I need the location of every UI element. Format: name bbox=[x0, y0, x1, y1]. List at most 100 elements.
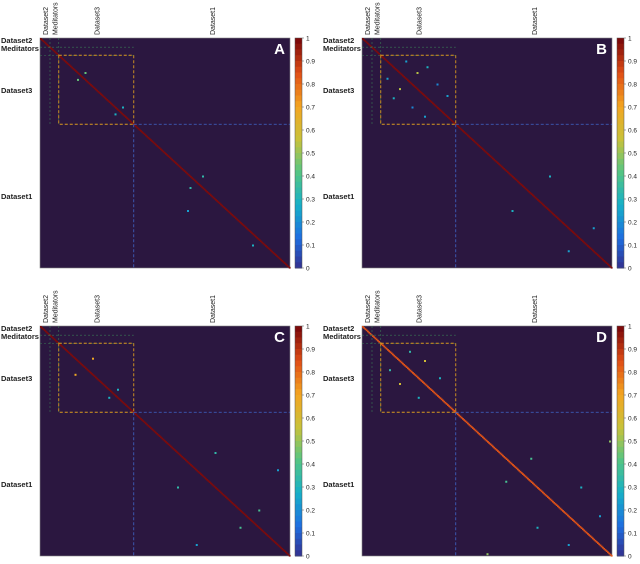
row-label: Meditators bbox=[1, 332, 39, 341]
colorbar-segment bbox=[617, 377, 624, 384]
diagonal-cell bbox=[418, 377, 421, 380]
colorbar-segment bbox=[617, 550, 624, 557]
offdiagonal-cell bbox=[409, 350, 411, 353]
diagonal-cell bbox=[459, 127, 462, 130]
diagonal-cell bbox=[93, 375, 96, 378]
diagonal-cell bbox=[485, 151, 488, 154]
diagonal-cell bbox=[157, 146, 160, 148]
colorbar-tick-label: 0.9 bbox=[628, 347, 637, 354]
diagonal-cell bbox=[399, 72, 402, 75]
diagonal-cell bbox=[117, 109, 120, 112]
colorbar-segment bbox=[617, 84, 624, 91]
diagonal-cell bbox=[502, 454, 504, 457]
diagonal-cell bbox=[190, 464, 192, 466]
diagonal-cell bbox=[573, 232, 576, 235]
diagonal-cell bbox=[258, 527, 261, 529]
diagonal-cell bbox=[429, 100, 432, 102]
colorbar-segment bbox=[617, 153, 624, 160]
diagonal-cell bbox=[251, 520, 254, 523]
diagonal-cell bbox=[517, 180, 519, 183]
colorbar-segment bbox=[617, 38, 624, 45]
offdiagonal-cell bbox=[436, 83, 439, 86]
diagonal-cell bbox=[383, 345, 386, 348]
diagonal-cell bbox=[519, 470, 522, 473]
colorbar-tick-label: 0.6 bbox=[628, 128, 637, 135]
diagonal-cell bbox=[534, 196, 537, 199]
diagonal-cell bbox=[176, 451, 179, 454]
diagonal-cell bbox=[245, 226, 247, 229]
colorbar-segment bbox=[295, 216, 302, 223]
diagonal-cell bbox=[41, 327, 44, 329]
diagonal-cell bbox=[282, 549, 285, 551]
colorbar-segment bbox=[617, 118, 624, 125]
colorbar-segment bbox=[295, 389, 302, 396]
diagonal-cell bbox=[160, 436, 162, 439]
diagonal-cell bbox=[121, 400, 124, 403]
colorbar-segment bbox=[617, 72, 624, 79]
colorbar-tick-label: 0.7 bbox=[628, 393, 637, 400]
diagonal-cell bbox=[197, 182, 200, 185]
diagonal-cell bbox=[150, 427, 152, 429]
offdiagonal-cell bbox=[511, 210, 514, 212]
colorbar-tick-label: 0.8 bbox=[306, 82, 315, 89]
panel-c: Dataset2 Meditators Dataset3 Dataset1Datase… bbox=[1, 290, 315, 561]
diagonal-cell bbox=[515, 179, 518, 182]
diagonal-cell bbox=[277, 544, 280, 547]
row-label: Dataset1 bbox=[1, 480, 32, 489]
diagonal-cell bbox=[374, 337, 377, 340]
diagonal-cell bbox=[240, 222, 242, 224]
panel-d: Dataset2 Meditators Dataset3 Dataset1Datase… bbox=[323, 290, 637, 561]
colorbar-segment bbox=[295, 250, 302, 257]
diagonal-cell bbox=[213, 197, 216, 200]
diagonal-cell bbox=[450, 407, 453, 410]
colorbar-segment bbox=[295, 395, 302, 402]
diagonal-cell bbox=[600, 257, 603, 260]
colorbar-segment bbox=[617, 544, 624, 551]
diagonal-cell bbox=[504, 169, 507, 171]
diagonal-cell bbox=[488, 154, 491, 156]
colorbar-segment bbox=[295, 187, 302, 194]
colorbar-segment bbox=[617, 395, 624, 402]
colorbar-segment bbox=[617, 326, 624, 333]
diagonal-cell bbox=[519, 182, 522, 185]
diagonal-cell bbox=[147, 424, 150, 427]
diagonal-cell bbox=[76, 71, 79, 74]
diagonal-cell bbox=[438, 396, 441, 398]
diagonal-cell bbox=[206, 190, 209, 193]
diagonal-cell bbox=[564, 224, 567, 227]
diagonal-cell bbox=[66, 350, 69, 352]
colorbar-segment bbox=[617, 331, 624, 338]
diagonal-cell bbox=[368, 331, 371, 334]
colorbar-tick-label: 0.9 bbox=[306, 347, 315, 354]
diagonal-cell bbox=[243, 513, 246, 516]
diagonal-cell bbox=[589, 247, 592, 250]
diagonal-cell bbox=[477, 431, 479, 434]
diagonal-cell bbox=[151, 140, 154, 143]
colorbar-segment bbox=[617, 210, 624, 217]
diagonal-cell bbox=[472, 427, 474, 429]
colorbar-segment bbox=[295, 481, 302, 488]
diagonal-cell bbox=[475, 430, 478, 433]
offdiagonal-cell bbox=[252, 244, 254, 247]
diagonal-cell bbox=[439, 397, 442, 400]
diagonal-cell bbox=[167, 155, 170, 158]
diagonal-cell bbox=[257, 238, 260, 240]
diagonal-cell bbox=[514, 178, 517, 181]
diagonal-cell bbox=[131, 409, 134, 412]
colorbar-segment bbox=[295, 510, 302, 517]
offdiagonal-cell bbox=[416, 72, 419, 74]
diagonal-cell bbox=[365, 329, 368, 332]
diagonal-cell bbox=[110, 102, 112, 105]
diagonal-cell bbox=[518, 181, 521, 184]
diagonal-cell bbox=[404, 365, 407, 367]
diagonal-cell bbox=[172, 447, 175, 450]
diagonal-cell bbox=[216, 488, 219, 490]
diagonal-cell bbox=[455, 124, 458, 126]
diagonal-cell bbox=[423, 94, 426, 97]
diagonal-cell bbox=[167, 443, 170, 446]
diagonal-cell bbox=[455, 412, 458, 414]
diagonal-cell bbox=[389, 63, 392, 66]
diagonal-cell bbox=[499, 452, 502, 455]
diagonal-cell bbox=[140, 130, 142, 132]
